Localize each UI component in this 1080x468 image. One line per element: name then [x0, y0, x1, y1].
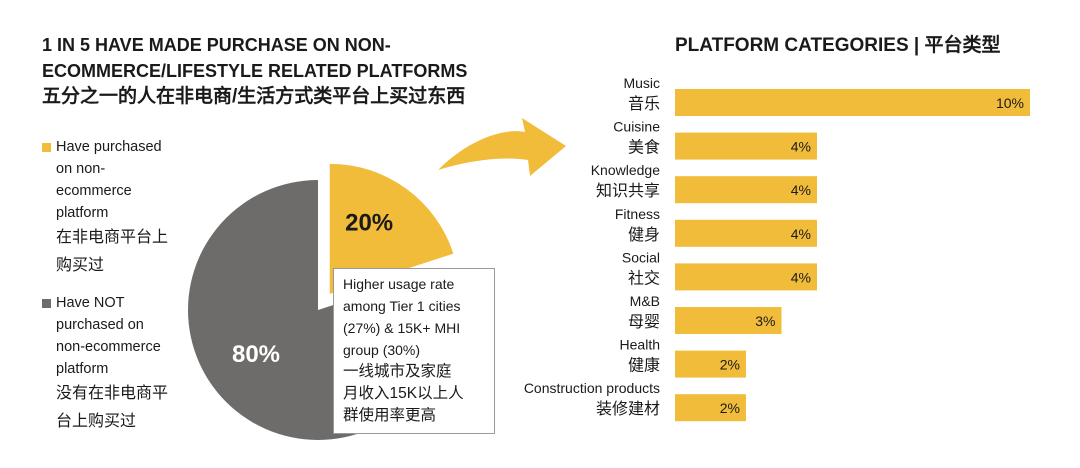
legend-purchased-line-3: ecommerce [56, 183, 132, 199]
legend-purchased-cn-2: 购买过 [56, 257, 105, 274]
legend-swatch-yellow [42, 143, 51, 152]
bar-4 [675, 219, 817, 247]
category-label-cn-7: 健康 [628, 357, 660, 375]
bar-8 [675, 394, 746, 422]
callout-line-1: Higher usage rate [343, 276, 455, 292]
category-label-cn-2: 美食 [628, 139, 660, 157]
callout-cn-3: 群使用率更高 [343, 407, 437, 424]
bar-2 [675, 132, 817, 160]
category-label-en-5: Social [622, 249, 660, 265]
legend-cn-not-purchased: 没有在非电商平 台上购买过 [56, 380, 192, 436]
callout-cn-2: 月收入15K以上人 [343, 385, 464, 402]
legend-purchased-line-1: Have purchased [56, 139, 162, 155]
category-label-en-1: Music [623, 75, 660, 91]
category-label-cn-1: 音乐 [628, 95, 660, 113]
legend-text-not-purchased: Have NOT purchased on non-ecommerce plat… [56, 292, 192, 380]
legend-text-purchased: Have purchased on non- ecommerce platfor… [56, 136, 192, 224]
category-label-en-3: Knowledge [591, 162, 660, 178]
bar-7 [675, 350, 746, 378]
category-label-cn-8: 装修建材 [596, 400, 660, 418]
arrow-to-categories [438, 118, 566, 176]
title-line-1: 1 IN 5 HAVE MADE PURCHASE ON NON- [42, 35, 391, 55]
insight-callout: Higher usage rate among Tier 1 cities (2… [333, 268, 495, 434]
bar-1 [675, 89, 1030, 116]
bar-3 [675, 176, 817, 204]
category-label-cn-6: 母婴 [628, 314, 660, 331]
bar-value-label-2: 4% [791, 139, 811, 155]
callout-line-3: (27%) & 15K+ MHI [343, 320, 461, 336]
title-line-cn: 五分之一的人在非电商/生活方式类平台上买过东西 [42, 86, 466, 107]
legend-swatch-grey [42, 299, 51, 308]
legend-purchased-line-2: on non- [56, 161, 106, 177]
callout-line-4: group (30%) [343, 342, 421, 358]
bar-value-label-6: 3% [755, 313, 775, 329]
bar-value-label-4: 4% [791, 226, 811, 242]
legend-purchased-cn-1: 在非电商平台上 [56, 229, 169, 246]
pie-slice-purchased [329, 163, 454, 294]
bar-5 [675, 263, 817, 291]
category-label-cn-3: 知识共享 [596, 182, 660, 200]
category-label-en-6: M&B [630, 293, 660, 309]
legend-not-line-2: purchased on [56, 317, 144, 333]
category-label-en-2: Cuisine [613, 119, 660, 135]
pie-label-not-purchased: 80% [232, 341, 280, 368]
callout-text-en: Higher usage rate among Tier 1 cities (2… [343, 273, 486, 361]
legend-not-line-1: Have NOT [56, 295, 125, 311]
bar-value-label-3: 4% [791, 182, 811, 198]
left-chart-title: 1 IN 5 HAVE MADE PURCHASE ON NON- ECOMME… [42, 32, 562, 110]
legend-not-cn-1: 没有在非电商平 [56, 385, 169, 402]
category-label-cn-5: 社交 [628, 269, 660, 287]
callout-line-2: among Tier 1 cities [343, 298, 461, 314]
category-label-en-4: Fitness [615, 206, 660, 222]
category-label-cn-4: 健身 [628, 226, 660, 244]
callout-cn-1: 一线城市及家庭 [343, 363, 452, 380]
legend-not-line-3: non-ecommerce [56, 339, 161, 355]
bar-value-label-8: 2% [720, 400, 740, 416]
legend-not-cn-2: 台上购买过 [56, 413, 137, 430]
legend-cn-purchased: 在非电商平台上 购买过 [56, 224, 192, 280]
callout-text-cn: 一线城市及家庭 月收入15K以上人 群使用率更高 [343, 361, 486, 427]
right-chart-title: PLATFORM CATEGORIES | 平台类型 [675, 35, 1001, 56]
bar-value-label-5: 4% [791, 269, 811, 285]
bar-value-label-1: 10% [996, 95, 1024, 111]
legend-item-purchased: Have purchased on non- ecommerce platfor… [42, 136, 192, 280]
bar-value-label-7: 2% [720, 357, 740, 373]
category-label-en-7: Health [620, 337, 660, 353]
bar-6 [675, 307, 782, 334]
pie-label-purchased: 20% [345, 210, 393, 237]
category-label-en-8: Construction products [524, 380, 660, 396]
legend-not-line-4: platform [56, 361, 109, 377]
legend-item-not-purchased: Have NOT purchased on non-ecommerce plat… [42, 292, 192, 436]
title-line-2: ECOMMERCE/LIFESTYLE RELATED PLATFORMS [42, 61, 468, 81]
legend-purchased-line-4: platform [56, 205, 109, 221]
